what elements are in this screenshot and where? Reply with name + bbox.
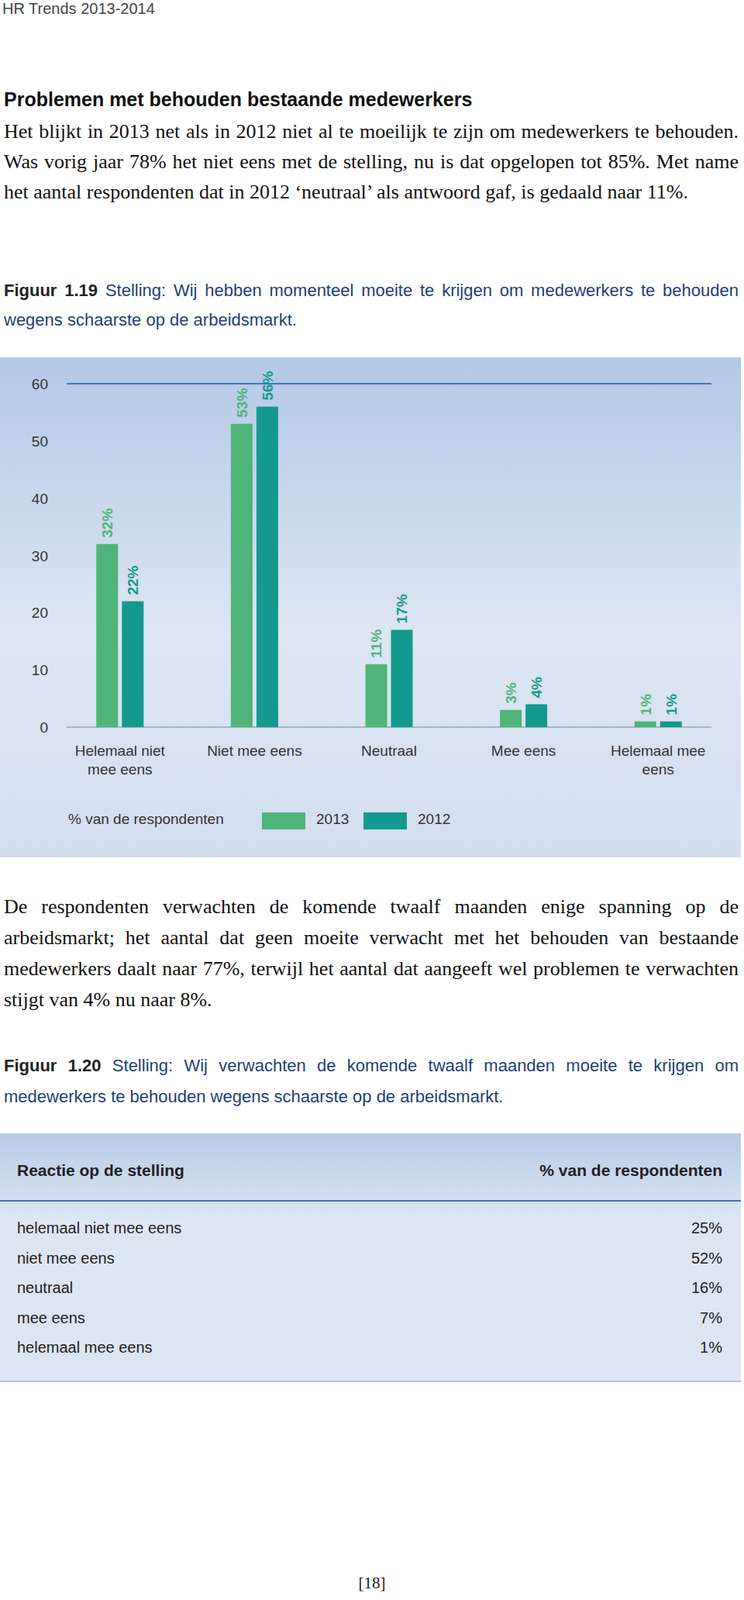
legend-swatch xyxy=(363,812,407,830)
figure-label: Figuur 1.20 xyxy=(3,1055,102,1075)
x-tick-label: Helemaal mee eens xyxy=(599,741,717,779)
axis-label: % van de respondenten xyxy=(68,810,224,828)
header-rule xyxy=(0,1199,741,1202)
legend-swatch xyxy=(261,812,306,830)
y-tick xyxy=(49,612,55,614)
y-tick-label: 0 xyxy=(39,719,49,736)
chart-panel: 0 10 20 30 40 50 60 32% 53% 11% 3% 1% 22% 56% 17% 4% 1% H… xyxy=(0,357,741,858)
bar xyxy=(256,406,279,727)
table-cell: helemaal niet mee eens xyxy=(17,1219,182,1237)
x-tick-label: Niet mee eens xyxy=(196,741,313,761)
baseline xyxy=(66,726,712,728)
bar xyxy=(391,629,414,727)
data-label: 3% xyxy=(502,682,520,704)
y-tick xyxy=(49,554,55,556)
data-label: 22% xyxy=(124,564,142,595)
legend-label: 2012 xyxy=(417,810,451,828)
x-tick-label: Mee eens xyxy=(465,741,583,761)
bars xyxy=(96,406,682,727)
top-line xyxy=(66,382,712,385)
bar xyxy=(365,664,388,727)
y-tick-label: 30 xyxy=(31,547,49,565)
bar xyxy=(499,709,522,727)
figure-label: Figuur 1.19 xyxy=(3,280,98,300)
data-label: 1% xyxy=(637,693,655,716)
chart-title: Stelling: Wij hebben momenteel moeite te… xyxy=(3,280,739,330)
bar xyxy=(525,703,548,727)
paragraph: De respondenten verwachten de komende tw… xyxy=(3,891,739,1016)
caption-text: Stelling: Wij verwachten de komende twaa… xyxy=(3,1055,739,1106)
table-cell: 7% xyxy=(699,1308,723,1327)
data-label: 17% xyxy=(394,593,411,624)
bar xyxy=(660,721,682,727)
y-tick-label: 10 xyxy=(31,661,49,679)
bar xyxy=(121,601,144,727)
data-label: 11% xyxy=(368,629,386,658)
table-cell: mee eens xyxy=(17,1308,86,1327)
table-cell: neutraal xyxy=(17,1278,73,1297)
data-label: 53% xyxy=(234,388,251,418)
running-title: HR Trends 2013-2014 xyxy=(2,0,155,18)
figure-caption: Figuur 1.19 Stelling: Wij hebben momente… xyxy=(3,275,739,335)
table-cell: 25% xyxy=(691,1219,723,1237)
paragraph: Het blijkt in 2013 net als in 2012 niet … xyxy=(3,116,739,207)
bar xyxy=(230,423,253,727)
data-label: 56% xyxy=(259,370,276,400)
legend-label: 2013 xyxy=(316,810,349,828)
chart-svg: 0 10 20 30 40 50 60 32% 53% 11% 3% 1% 22% 56% 17% 4% 1% xyxy=(0,357,741,858)
y-tick xyxy=(49,383,55,385)
y-tick xyxy=(49,440,55,441)
y-tick-label: 60 xyxy=(31,375,49,393)
table-cell: helemaal mee eens xyxy=(17,1338,153,1357)
table-cell: 16% xyxy=(691,1278,723,1297)
bar xyxy=(634,721,657,727)
table-cell: 52% xyxy=(691,1249,723,1268)
table-panel: Reactie op de stelling % van de responden… xyxy=(0,1133,741,1382)
y-tick xyxy=(49,669,55,671)
y-tick xyxy=(49,497,55,499)
x-tick-label: Neutraal xyxy=(330,741,448,761)
page-number: [18] xyxy=(0,1573,744,1593)
figure-caption: Figuur 1.20 Stelling: Wij verwachten de … xyxy=(3,1050,739,1113)
data-label: 4% xyxy=(528,676,545,699)
y-tick xyxy=(49,726,55,728)
table-cell: 1% xyxy=(699,1338,723,1357)
y-tick-label: 20 xyxy=(31,604,49,621)
bar xyxy=(96,544,118,727)
data-labels: 32% 53% 11% 3% 1% 22% 56% 17% 4% 1% xyxy=(99,370,679,715)
section-title: Problemen met behouden bestaande medewer… xyxy=(3,88,472,111)
data-label: 32% xyxy=(99,508,116,538)
table-cell: niet mee eens xyxy=(17,1249,115,1268)
table-header: % van de respondenten xyxy=(539,1160,723,1180)
table-header: Reactie op de stelling xyxy=(17,1160,185,1180)
y-tick-label: 40 xyxy=(31,490,49,507)
data-label: 1% xyxy=(663,693,680,716)
y-tick-label: 50 xyxy=(31,433,49,450)
x-tick-label: Helemaal niet mee eens xyxy=(62,741,179,779)
